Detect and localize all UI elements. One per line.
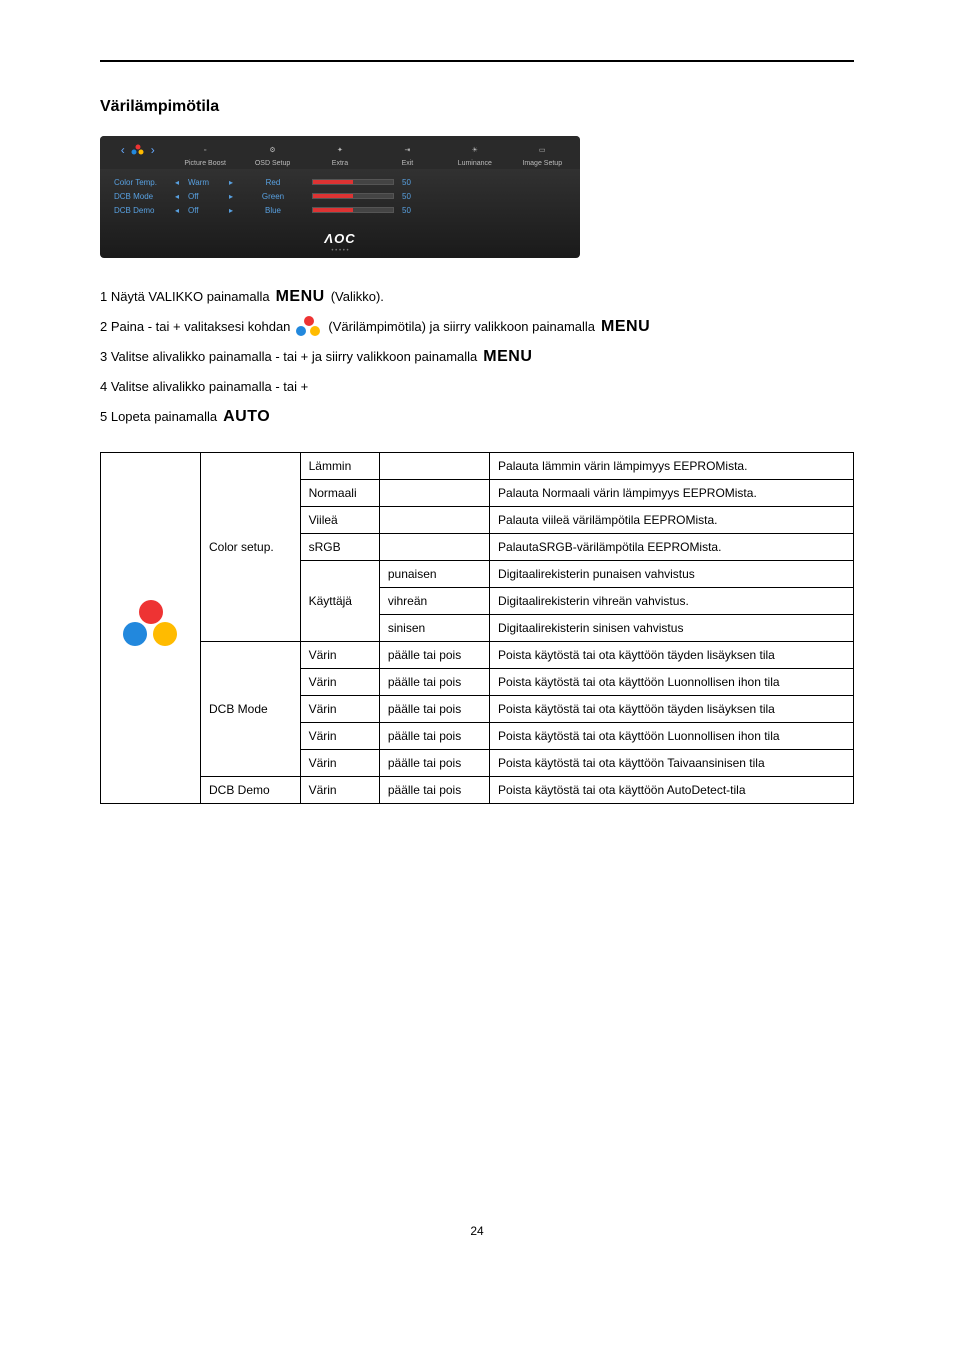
- cell: Värin: [300, 696, 379, 723]
- cell: Värin: [300, 750, 379, 777]
- step-text: 1 Näytä VALIKKO painamalla: [100, 286, 270, 308]
- cell: Digitaalirekisterin sinisen vahvistus: [490, 615, 854, 642]
- osd-tab: ⚙OSD Setup: [239, 142, 306, 167]
- cell: sRGB: [300, 534, 379, 561]
- osd-tab: ▫Picture Boost: [171, 142, 238, 167]
- group-label: Color setup.: [201, 453, 301, 642]
- cell: Värin: [300, 777, 379, 804]
- cell: päälle tai pois: [379, 777, 489, 804]
- cell: [379, 534, 489, 561]
- group-label: DCB Demo: [201, 777, 301, 804]
- cell: [379, 507, 489, 534]
- cell: Palauta Normaali värin lämpimyys EEPROMi…: [490, 480, 854, 507]
- settings-table: Color setup. Lämmin Palauta lämmin värin…: [100, 452, 854, 804]
- cell: Värin: [300, 642, 379, 669]
- table-icon-cell: [101, 453, 201, 804]
- menu-icon: MENU: [276, 286, 325, 308]
- osd-tab: ⇥Exit: [374, 142, 441, 167]
- cell: Viileä: [300, 507, 379, 534]
- osd-tab-color: ‹ ›: [104, 142, 171, 167]
- step-text: 3 Valitse alivalikko painamalla - tai + …: [100, 346, 477, 368]
- cell: [379, 480, 489, 507]
- menu-icon: MENU: [601, 316, 650, 338]
- menu-icon: MENU: [483, 346, 532, 368]
- auto-icon: AUTO: [223, 406, 270, 428]
- step-text: 2 Paina - tai + valitaksesi kohdan: [100, 316, 290, 338]
- step-1: 1 Näytä VALIKKO painamalla MENU (Valikko…: [100, 286, 854, 308]
- cell: päälle tai pois: [379, 750, 489, 777]
- page-rule: [100, 60, 854, 62]
- cell: punaisen: [379, 561, 489, 588]
- cell: Palauta viileä värilämpötila EEPROMista.: [490, 507, 854, 534]
- cell: päälle tai pois: [379, 723, 489, 750]
- cell: Digitaalirekisterin punaisen vahvistus: [490, 561, 854, 588]
- cell: sinisen: [379, 615, 489, 642]
- osd-panel: ‹ › ▫Picture Boost ⚙OSD Setup ✦Extra ⇥Ex…: [100, 136, 580, 258]
- cell: Normaali: [300, 480, 379, 507]
- step-2: 2 Paina - tai + valitaksesi kohdan (Väri…: [100, 316, 854, 338]
- cell: Poista käytöstä tai ota käyttöön Luonnol…: [490, 723, 854, 750]
- osd-row: DCB Mode◂Off▸ Green 50: [110, 189, 570, 203]
- cell: Värin: [300, 723, 379, 750]
- color-dots-icon: [296, 316, 322, 338]
- osd-logo: ΛOC: [100, 227, 580, 248]
- step-text: (Värilämpimötila) ja siirry valikkoon pa…: [328, 316, 595, 338]
- osd-tabs: ‹ › ▫Picture Boost ⚙OSD Setup ✦Extra ⇥Ex…: [100, 136, 580, 169]
- color-dots-icon: [121, 600, 181, 654]
- osd-tab: ▭Image Setup: [509, 142, 576, 167]
- cell: päälle tai pois: [379, 669, 489, 696]
- cell: Poista käytöstä tai ota käyttöön AutoDet…: [490, 777, 854, 804]
- osd-tab: ✦Extra: [306, 142, 373, 167]
- cell: Poista käytöstä tai ota käyttöön Taivaan…: [490, 750, 854, 777]
- cell: Poista käytöstä tai ota käyttöön Luonnol…: [490, 669, 854, 696]
- cell: päälle tai pois: [379, 642, 489, 669]
- step-5: 5 Lopeta painamalla AUTO: [100, 406, 854, 428]
- cell: [379, 453, 489, 480]
- cell: Poista käytöstä tai ota käyttöön täyden …: [490, 696, 854, 723]
- step-text: 5 Lopeta painamalla: [100, 406, 217, 428]
- osd-row: Color Temp.◂Warm▸ Red 50: [110, 175, 570, 189]
- cell: päälle tai pois: [379, 696, 489, 723]
- osd-row: DCB Demo◂Off▸ Blue 50: [110, 203, 570, 217]
- osd-footer: • • • • •: [100, 248, 580, 258]
- cell: Käyttäjä: [300, 561, 379, 642]
- cell: Palauta lämmin värin lämpimyys EEPROMist…: [490, 453, 854, 480]
- cell: vihreän: [379, 588, 489, 615]
- cell: PalautaSRGB-värilämpötila EEPROMista.: [490, 534, 854, 561]
- step-text: 4 Valitse alivalikko painamalla - tai +: [100, 376, 308, 398]
- group-label: DCB Mode: [201, 642, 301, 777]
- step-3: 3 Valitse alivalikko painamalla - tai + …: [100, 346, 854, 368]
- step-4: 4 Valitse alivalikko painamalla - tai +: [100, 376, 854, 398]
- step-text: (Valikko).: [331, 286, 384, 308]
- osd-tab: ☀Luminance: [441, 142, 508, 167]
- osd-body: Color Temp.◂Warm▸ Red 50 DCB Mode◂Off▸ G…: [100, 169, 580, 227]
- cell: Värin: [300, 669, 379, 696]
- section-heading: Värilämpimötila: [100, 98, 854, 116]
- cell: Digitaalirekisterin vihreän vahvistus.: [490, 588, 854, 615]
- page-number: 24: [100, 1224, 854, 1238]
- cell: Poista käytöstä tai ota käyttöön täyden …: [490, 642, 854, 669]
- cell: Lämmin: [300, 453, 379, 480]
